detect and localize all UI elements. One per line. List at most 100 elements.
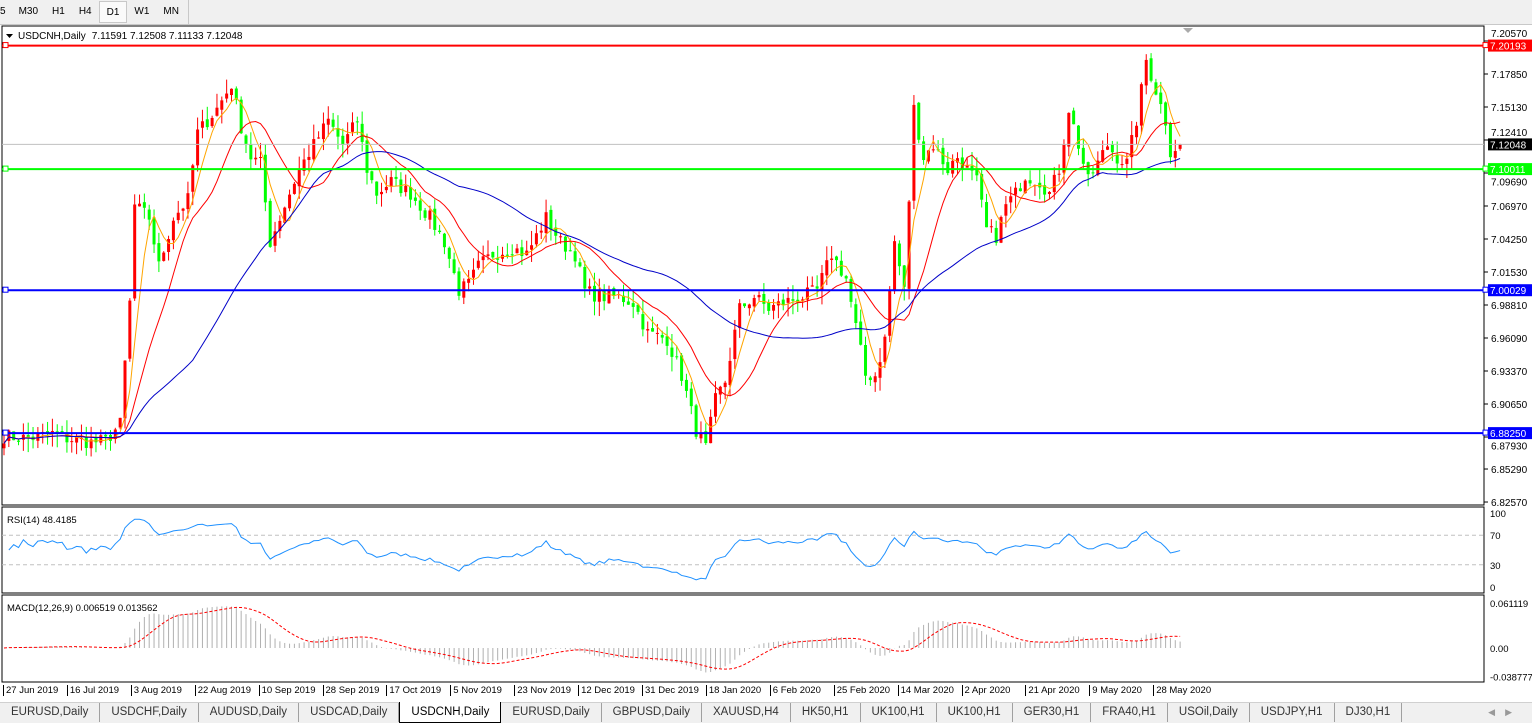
macd-axis-label: 0.00	[1490, 644, 1509, 655]
candle-body	[854, 304, 858, 324]
candle-body	[171, 220, 175, 241]
candle-body	[578, 262, 582, 267]
chart-tab[interactable]: USOil,Daily	[1168, 703, 1250, 722]
chart-tab[interactable]: USDJPY,H1	[1250, 703, 1335, 722]
price-tag-label: 7.10011	[1490, 165, 1526, 176]
candle-body	[331, 119, 335, 127]
candle-body	[152, 217, 156, 245]
chart-tab[interactable]: XAUUSD,H4	[702, 703, 791, 722]
price-tag	[1488, 284, 1532, 297]
candle-body	[84, 437, 88, 448]
candle-body	[2, 443, 6, 449]
candle-body	[660, 334, 664, 338]
candle-body	[989, 226, 993, 228]
line-handle[interactable]	[2, 286, 9, 293]
chart-tab[interactable]: GER30,H1	[1013, 703, 1092, 722]
candle-body	[1110, 144, 1114, 153]
timeframe-H4[interactable]: H4	[78, 6, 92, 17]
candle-body	[418, 200, 422, 211]
date-label: 27 Jun 2019	[3, 685, 58, 696]
candle-body	[941, 147, 945, 165]
candle-body	[955, 158, 959, 163]
chart-tab[interactable]: HK50,H1	[791, 703, 861, 722]
current-price-label: 7.12048	[1490, 140, 1527, 151]
line-handle[interactable]	[2, 429, 9, 436]
candle-body	[375, 181, 379, 196]
chart-tab[interactable]: USDCNH,Daily	[399, 702, 502, 723]
candle-body	[99, 435, 103, 443]
price-chart[interactable]: 7.20570 7.17850 7.15130 7.12410 7.09690 7.069…	[0, 25, 1532, 685]
chart-tab[interactable]: UK100,H1	[937, 703, 1013, 722]
candle-body	[1096, 160, 1100, 175]
candle-body	[1135, 125, 1139, 138]
candle-body	[975, 169, 979, 176]
candle-body	[467, 278, 471, 283]
chart-tab[interactable]: AUDUSD,Daily	[199, 703, 300, 722]
candle-body	[951, 160, 955, 174]
collapse-triangle-icon[interactable]	[6, 34, 13, 38]
candle-body	[1106, 146, 1110, 150]
timeframe-D1[interactable]: D1	[98, 1, 128, 23]
candle-body	[1072, 110, 1076, 125]
chart-tab[interactable]: DJ30,H1	[1335, 703, 1403, 722]
chart-tab[interactable]: USDCAD,Daily	[299, 703, 400, 722]
candle-body	[1125, 158, 1129, 164]
chart-tab[interactable]: EURUSD,Daily	[0, 703, 101, 722]
price-label: 6.85290	[1491, 465, 1528, 476]
macd-axis-label: 0.061119	[1490, 599, 1528, 610]
chart-tab[interactable]: USDCHF,Daily	[100, 703, 199, 722]
line-handle[interactable]	[1482, 429, 1489, 436]
candle-body	[641, 314, 645, 330]
candle-body	[350, 122, 354, 132]
timeframe-W1[interactable]: W1	[134, 6, 150, 17]
date-label: 6 Feb 2020	[769, 685, 821, 696]
price-tag-label: 7.20193	[1490, 42, 1527, 53]
date-label: 9 May 2020	[1089, 685, 1142, 696]
price-label: 7.04250	[1491, 235, 1528, 246]
chart-tab[interactable]: EURUSD,Daily	[501, 703, 602, 722]
candle-body	[317, 137, 321, 139]
line-handle[interactable]	[1482, 42, 1489, 49]
timeframe-H1[interactable]: H1	[52, 6, 65, 17]
line-handle[interactable]	[1482, 165, 1489, 172]
candle-body	[12, 431, 16, 441]
candle-body	[612, 288, 616, 296]
candle-body	[21, 434, 25, 440]
chart-window[interactable]: 7.20570 7.17850 7.15130 7.12410 7.09690 7.069…	[0, 25, 1532, 685]
candle-body	[346, 134, 350, 144]
candle-body	[1023, 180, 1027, 194]
candle-body	[646, 329, 650, 331]
tab-scroll-arrows[interactable]: ◀▶	[1488, 707, 1522, 717]
chart-tabs: EURUSD,Daily USDCHF,Daily AUDUSD,Daily USDC…	[0, 702, 1532, 723]
chart-tab[interactable]: UK100,H1	[861, 703, 937, 722]
line-handle[interactable]	[1482, 286, 1489, 293]
candle-body	[433, 208, 437, 230]
candle-body	[723, 382, 727, 388]
candle-body	[907, 201, 911, 289]
candle-body	[17, 440, 21, 442]
timeframe-5[interactable]: 5	[0, 6, 6, 17]
candle-body	[481, 256, 485, 261]
candle-body	[457, 271, 461, 296]
chart-tab[interactable]: FRA40,H1	[1091, 703, 1168, 722]
candle-body	[50, 431, 54, 433]
chart-tab[interactable]: GBPUSD,Daily	[602, 703, 702, 722]
candle-body	[864, 345, 868, 376]
candle-body	[767, 302, 771, 311]
candle-body	[985, 202, 989, 228]
candle-body	[999, 216, 1003, 243]
candle-body	[922, 141, 926, 161]
line-handle[interactable]	[2, 42, 9, 49]
date-label: 10 Sep 2019	[258, 685, 315, 696]
line-handle[interactable]	[2, 165, 9, 172]
candle-body	[263, 154, 267, 203]
candle-body	[844, 276, 848, 279]
timeframe-MN[interactable]: MN	[163, 6, 179, 17]
date-label: 16 Jul 2019	[66, 685, 119, 696]
candle-body	[452, 259, 456, 274]
timeframe-M30[interactable]: M30	[18, 6, 39, 17]
candle-body	[205, 119, 209, 128]
candle-body	[592, 285, 596, 302]
price-label: 7.15130	[1491, 103, 1528, 114]
rsi-line	[8, 518, 1181, 581]
